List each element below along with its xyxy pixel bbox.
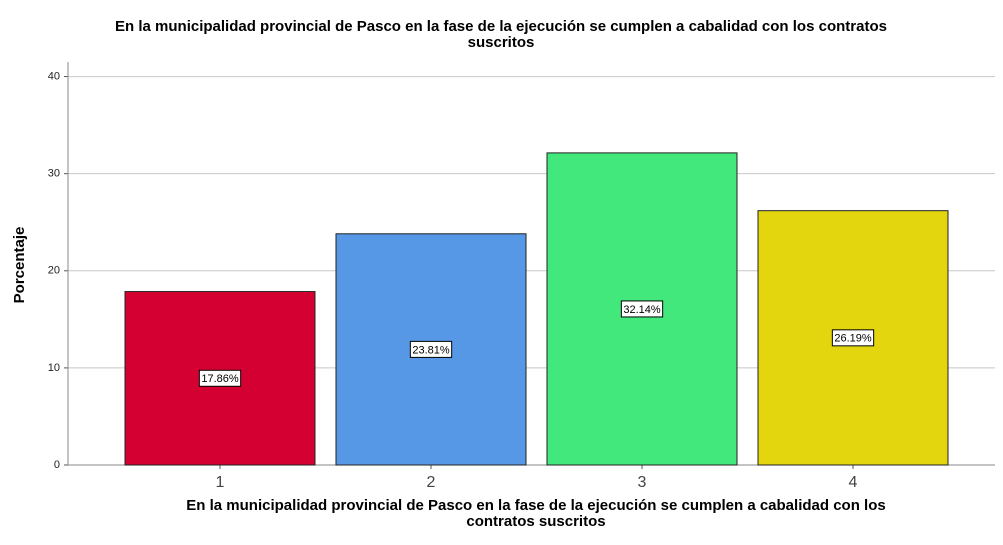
x-tick-label: 2 [427,474,436,491]
chart-title: En la municipalidad provincial de Pasco … [115,18,887,35]
x-axis-title: contratos suscritos [466,513,605,530]
value-label-box [198,369,242,387]
y-tick-label: 0 [54,459,60,471]
y-tick-label: 10 [48,362,60,374]
value-label: 17.86% [201,373,239,385]
x-axis-title: En la municipalidad provincial de Pasco … [186,497,885,514]
y-tick-label: 20 [48,265,60,277]
value-label-box [831,329,875,347]
y-axis-title: Porcentaje [11,227,28,304]
value-label: 32.14% [623,304,661,316]
x-tick-label: 1 [216,474,225,491]
chart-title: suscritos [468,34,535,51]
x-tick-label: 4 [849,474,858,491]
value-label: 23.81% [412,344,450,356]
x-tick-label: 3 [638,474,647,491]
y-tick-label: 30 [48,168,60,180]
value-label-box [620,300,664,318]
value-label: 26.19% [834,333,872,345]
y-tick-label: 40 [48,70,60,82]
value-label-box [409,340,453,358]
